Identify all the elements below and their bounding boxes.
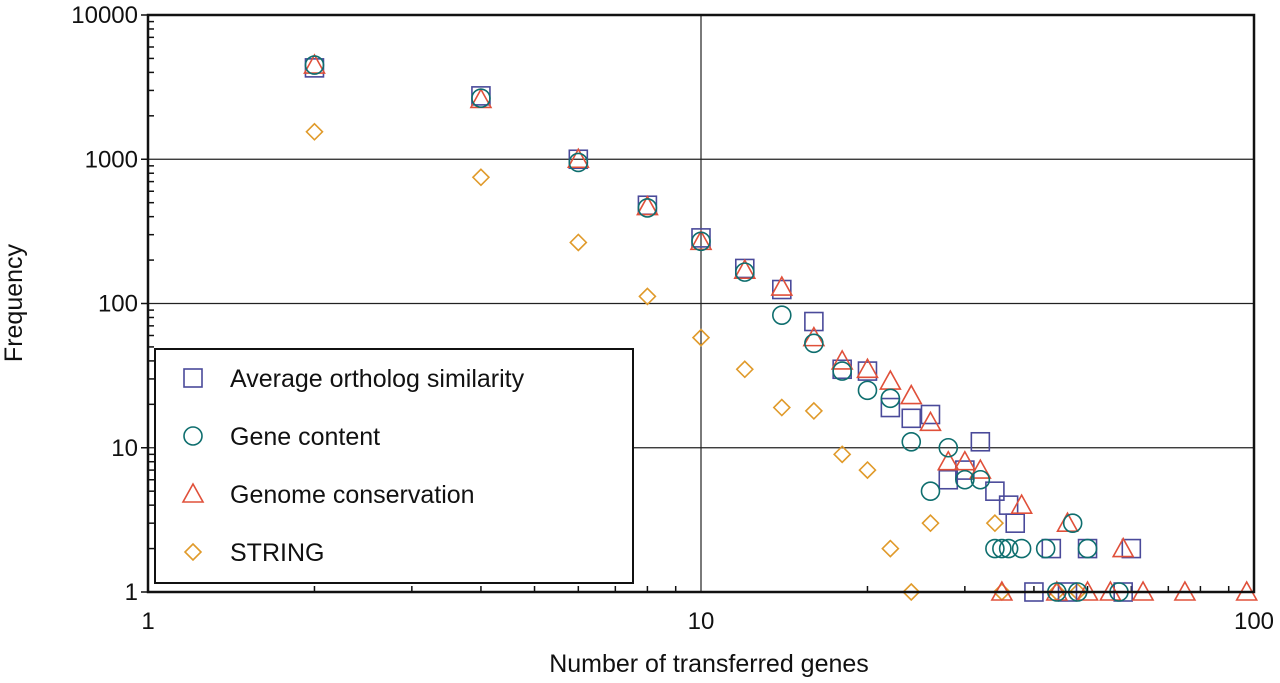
- data-point-circle: [992, 538, 1012, 559]
- data-point-circle: [880, 388, 901, 409]
- data-point-diamond: [638, 287, 657, 306]
- data-point-circle: [1035, 538, 1056, 559]
- data-point-circle: [804, 333, 824, 354]
- plot-frame: [146, 13, 1256, 594]
- data-point-circle: [857, 380, 878, 401]
- data-point-square: [985, 481, 1005, 501]
- data-point-triangle: [936, 450, 960, 471]
- data-point-circle: [938, 437, 959, 458]
- data-point-circle: [734, 262, 755, 282]
- legend-label: Gene content: [230, 423, 380, 451]
- y-axis-title: Frequency: [0, 243, 28, 362]
- data-point-circle: [985, 538, 1005, 559]
- data-point-triangle: [953, 450, 977, 471]
- y-tick-label: 100: [98, 291, 138, 318]
- data-point-triangle: [566, 147, 590, 169]
- data-point-square: [901, 408, 922, 429]
- data-point-square: [920, 404, 941, 425]
- data-point-diamond: [691, 328, 711, 347]
- data-point-triangle: [879, 369, 902, 390]
- data-point-diamond: [804, 401, 824, 421]
- y-tick-label: 1000: [85, 146, 138, 173]
- data-point-triangle: [1010, 493, 1033, 514]
- data-point-triangle: [733, 258, 757, 280]
- data-point-square: [1041, 538, 1062, 559]
- data-point-diamond: [902, 582, 921, 602]
- data-point-square: [938, 469, 959, 490]
- data-point-diamond: [569, 233, 588, 252]
- legend-label: Average ortholog similarity: [230, 365, 525, 393]
- legend: Average ortholog similarity Gene content G…: [154, 348, 634, 584]
- data-point-circle: [920, 481, 941, 501]
- x-axis-title: Number of transferred genes: [549, 650, 869, 678]
- data-point-diamond: [985, 514, 1005, 533]
- data-point-square: [998, 495, 1019, 515]
- data-point-circle: [568, 152, 589, 173]
- data-point-triangle: [830, 349, 854, 370]
- data-point-square: [857, 361, 878, 381]
- data-point-circle: [471, 88, 491, 108]
- data-point-square: [1005, 513, 1026, 533]
- data-point-triangle: [689, 229, 713, 251]
- data-point-square: [970, 431, 991, 452]
- data-point-circle: [1062, 513, 1083, 533]
- data-point-triangle: [968, 458, 992, 479]
- legend-marker-triangle: [181, 482, 205, 503]
- data-point-triangle: [899, 383, 923, 405]
- legend-label: STRING: [230, 539, 324, 567]
- y-tick-label: 10000: [71, 2, 138, 29]
- data-point-triangle: [636, 194, 659, 216]
- legend-marker-square: [183, 368, 203, 388]
- data-point-triangle: [856, 357, 879, 379]
- data-point-circle: [901, 431, 922, 452]
- data-point-triangle: [303, 53, 326, 74]
- data-point-square: [880, 397, 901, 418]
- data-point-circle: [832, 361, 852, 381]
- data-point-diamond: [858, 460, 877, 480]
- data-point-triangle: [919, 410, 942, 432]
- data-point-diamond: [921, 514, 940, 533]
- data-point-square: [734, 258, 755, 279]
- data-point-diamond: [471, 168, 491, 187]
- legend-marker-circle: [183, 426, 203, 446]
- data-point-triangle: [1111, 536, 1135, 558]
- data-point-diamond: [305, 122, 324, 141]
- data-point-square: [772, 279, 792, 300]
- data-point-circle: [304, 55, 325, 75]
- data-point-square: [804, 311, 824, 332]
- data-point-circle: [691, 231, 711, 252]
- legend-box: [154, 348, 634, 584]
- points-layer: [303, 53, 1259, 602]
- x-tick-label: 10: [688, 608, 715, 635]
- data-point-circle: [637, 198, 658, 218]
- x-tick-label: 1: [141, 608, 154, 635]
- data-point-circle: [955, 469, 975, 490]
- y-tick-label: 1: [125, 579, 138, 606]
- y-tick-label: 10: [111, 435, 138, 462]
- data-point-diamond: [772, 398, 791, 417]
- x-tick-label: 100: [1234, 608, 1274, 635]
- legend-marker-diamond: [183, 542, 203, 562]
- data-point-circle: [998, 538, 1019, 559]
- data-point-circle: [772, 305, 792, 325]
- data-point-circle: [1077, 538, 1098, 559]
- data-point-circle: [970, 469, 991, 490]
- legend-label: Genome conservation: [230, 481, 475, 509]
- data-point-triangle: [770, 275, 794, 296]
- data-point-diamond: [735, 360, 754, 379]
- data-point-diamond: [833, 445, 852, 464]
- data-point-circle: [1011, 538, 1032, 559]
- data-point-diamond: [881, 539, 900, 558]
- data-point-square: [1121, 538, 1142, 559]
